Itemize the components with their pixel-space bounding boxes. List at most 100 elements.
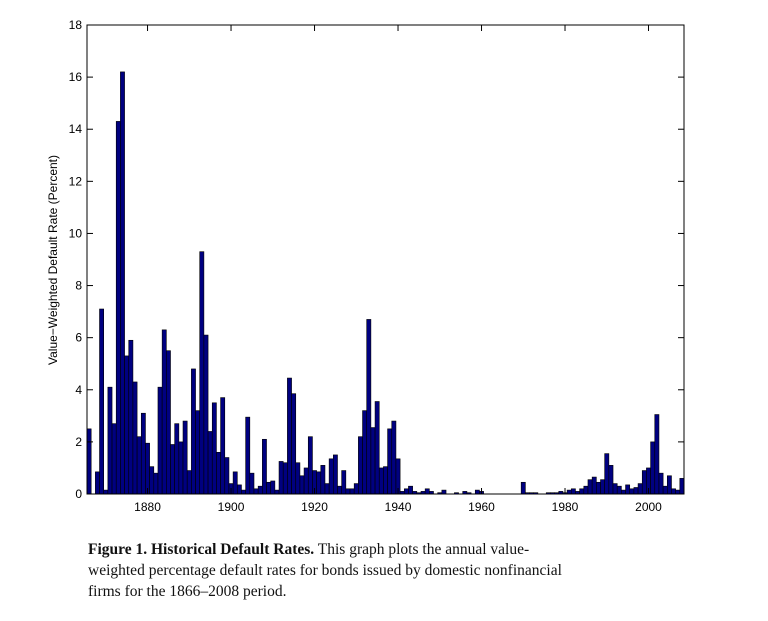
bar: [136, 436, 142, 495]
bar: [107, 386, 113, 495]
bar: [111, 423, 117, 495]
bar: [216, 452, 221, 495]
bar: [249, 472, 255, 495]
bar: [600, 479, 605, 495]
bar: [625, 484, 631, 495]
bar: [641, 470, 647, 495]
bar: [583, 485, 589, 495]
y-tick-label: 2: [75, 435, 82, 449]
bar: [341, 470, 347, 495]
bar: [103, 489, 109, 495]
bar: [99, 308, 104, 495]
bar: [579, 488, 585, 495]
bar: [95, 471, 100, 495]
bar: [370, 427, 376, 495]
bar: [149, 466, 155, 495]
bar: [608, 465, 614, 495]
bar: [378, 467, 384, 495]
bar: [345, 488, 351, 495]
bar: [403, 488, 409, 495]
bar: [474, 489, 480, 495]
bar: [241, 489, 246, 495]
bar: [166, 350, 171, 495]
bar: [303, 467, 309, 495]
bar: [236, 484, 242, 495]
caption-line: Figure 1. Historical Default Rates. This…: [88, 541, 529, 559]
bar: [128, 339, 134, 495]
bar: [320, 465, 326, 495]
x-tick-label: 1960: [468, 500, 495, 514]
bar: [616, 485, 622, 495]
bar: [358, 436, 363, 495]
bar: [153, 472, 159, 495]
bar: [349, 488, 355, 495]
bar: [291, 393, 297, 495]
bar: [266, 481, 271, 495]
bar: [637, 483, 643, 495]
caption-text: This graph plots the annual value-: [317, 541, 530, 558]
bar: [441, 489, 447, 495]
caption-text: weighted percentage default rates for bo…: [88, 562, 562, 579]
bar: [596, 481, 601, 495]
bar: [195, 410, 201, 495]
bar: [253, 488, 259, 495]
bar: [362, 410, 368, 495]
bar: [391, 420, 397, 495]
bar: [178, 441, 184, 495]
plot-frame: [86, 24, 685, 495]
bar: [120, 71, 125, 495]
y-tick-label: 10: [69, 226, 83, 240]
bar: [232, 471, 238, 495]
bar: [383, 466, 388, 495]
bar: [211, 402, 217, 495]
bar: [203, 334, 209, 495]
bar: [612, 483, 618, 495]
bar: [662, 485, 668, 495]
y-tick-label: 4: [75, 383, 82, 397]
bar: [157, 386, 163, 495]
bar: [316, 471, 322, 495]
bar: [520, 481, 526, 495]
bar: [604, 453, 610, 495]
bar: [145, 442, 150, 495]
bar: [353, 483, 359, 495]
bar: [621, 489, 626, 495]
y-tick-label: 0: [75, 487, 82, 501]
x-tick-label: 1900: [218, 500, 245, 514]
bar: [124, 355, 130, 495]
bar: [333, 454, 338, 495]
bar: [337, 485, 342, 495]
bar: [629, 488, 635, 495]
bar: [274, 489, 280, 495]
bar: [257, 485, 263, 495]
bar: [408, 485, 413, 495]
bar: [207, 431, 213, 495]
bar: [132, 381, 138, 495]
bar: [591, 476, 597, 495]
bar: [262, 438, 267, 495]
y-tick-label: 12: [69, 174, 83, 188]
bar: [170, 444, 175, 495]
bar: [295, 462, 301, 495]
bar: [387, 428, 393, 495]
bar: [366, 319, 372, 495]
bar: [374, 401, 380, 495]
bar: [675, 489, 681, 495]
y-tick-label: 16: [69, 70, 83, 84]
bar: [570, 488, 576, 495]
bar: [667, 475, 672, 495]
bar: [115, 121, 121, 495]
bar: [278, 461, 284, 495]
x-tick-label: 1940: [385, 500, 412, 514]
bar: [245, 416, 251, 495]
x-tick-label: 1980: [552, 500, 579, 514]
bar: [328, 458, 334, 495]
x-tick-label: 2000: [635, 500, 662, 514]
bar: [679, 478, 685, 495]
bar: [324, 483, 330, 495]
bar: [86, 428, 92, 495]
y-tick-label: 6: [75, 331, 82, 345]
caption-heading: Figure 1. Historical Default Rates.: [88, 541, 315, 558]
bar: [566, 489, 572, 495]
